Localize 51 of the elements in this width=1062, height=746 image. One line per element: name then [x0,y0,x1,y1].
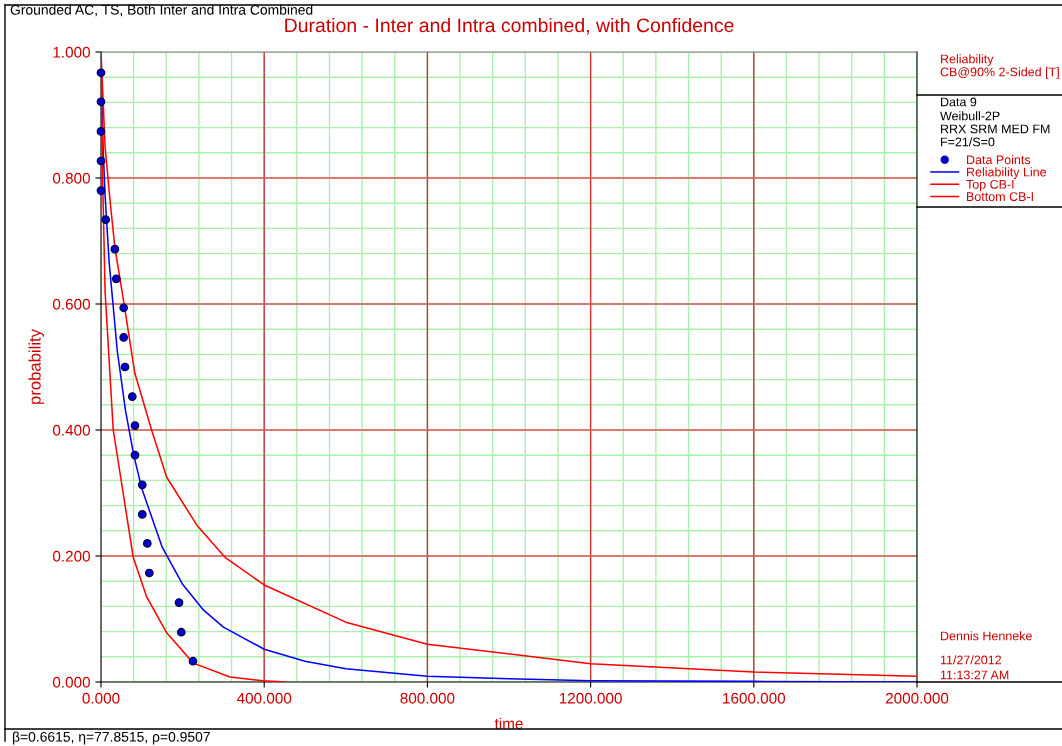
point [96,68,106,78]
text: β=0.6615, η=77.8515, ρ=0.9507 [12,731,210,745]
legend-label: Data Points [967,155,1031,165]
point [110,244,120,254]
point [111,274,121,284]
x-tick-label: 800.000 [400,692,455,704]
point [119,333,129,342]
point [174,598,184,607]
point [137,510,147,519]
text: Data 9 [941,97,977,107]
point [96,97,106,107]
legend-label: Reliability Line [967,167,1047,179]
text: Reliability [941,54,994,66]
legend-label: Bottom CB-I [967,192,1033,202]
point [176,627,186,637]
y-axis-title: probability [28,329,45,404]
point [127,392,137,401]
point [119,303,129,313]
text: 11:13:27 AM [940,670,1009,680]
point [120,362,130,372]
point [96,186,106,195]
x-tick-label: 400.000 [236,692,292,704]
point [96,156,106,166]
y-tick-label: 1.000 [53,46,90,58]
y-tick-label: 0.600 [52,298,90,310]
x-tick-label: 0.000 [82,692,120,704]
text: Dennis Henneke [941,631,1032,641]
y-tick-label: 0.200 [52,550,90,562]
x-tick-label: 2000.000 [885,692,949,704]
point [144,568,154,578]
point [130,421,140,430]
text: 11/27/2012 [940,655,1002,665]
x-tick-label: 1600.000 [723,692,786,704]
text: RRX SRM MED FM [941,124,1050,134]
point [101,215,111,224]
x-tick-label: 1200.000 [559,692,622,704]
point [142,539,152,548]
y-tick-label: 0.800 [52,172,90,184]
point [130,450,140,460]
y-tick-label: 0.400 [52,424,90,436]
text: Grounded AC, TS, Both Inter and Intra Combined [10,4,313,17]
point [137,480,147,490]
chart-title: Duration - Inter and Intra combined, with Confidence [285,17,734,35]
text: F=21/S=0 [941,137,995,147]
text: CB@90% 2-Sided [T] [940,67,1059,79]
y-tick-label: 0.000 [52,676,90,688]
point [96,127,106,136]
text: Weibull-2P [940,111,1000,121]
point [188,656,198,666]
x-axis-title: time [494,717,523,729]
legend-label: Top CB-I [966,179,1014,192]
